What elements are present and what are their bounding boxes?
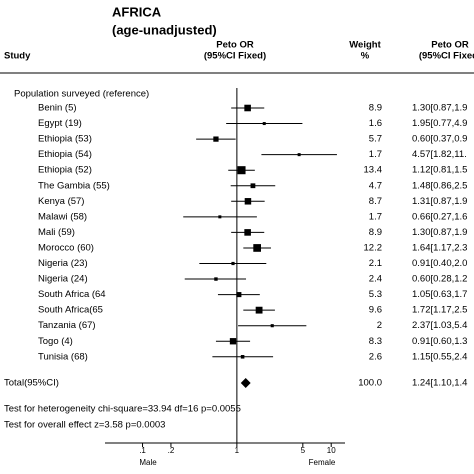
heterogeneity: Test for heterogeneity chi-square=33.94 … <box>4 404 241 415</box>
or-ci-label: 1.72[1.17,2.5 <box>412 305 467 316</box>
x-label-right: Female <box>309 458 336 467</box>
study-name: Kenya (57) <box>38 196 84 207</box>
study-name: The Gambia (55) <box>38 180 110 191</box>
study-name: Togo (4) <box>38 336 73 347</box>
title: AFRICA <box>112 4 162 19</box>
point-estimate <box>250 183 256 189</box>
col-ci: (95%CI Fixed) <box>204 51 266 62</box>
x-tick-label: .1 <box>139 446 146 455</box>
group-label: Population surveyed (reference) <box>14 89 149 100</box>
or-ci-label: 1.30[0.87,1.9 <box>412 103 467 114</box>
subtitle: (age-unadjusted) <box>112 22 217 37</box>
col-weight-unit: % <box>361 51 370 62</box>
point-estimate <box>237 166 246 175</box>
study-name: Tanzania (67) <box>38 320 96 331</box>
point-estimate <box>218 215 222 219</box>
col-ci-right: (95%CI Fixed) <box>419 51 474 62</box>
total-diamond <box>240 378 251 388</box>
or-ci-label: 0.60[0.28,1.2 <box>412 274 467 285</box>
weight: 8.9 <box>369 103 382 114</box>
point-estimate <box>229 338 237 345</box>
or-ci-label: 1.48[0.86,2.5 <box>412 180 467 191</box>
total-name: Total(95%CI) <box>4 378 59 389</box>
or-ci-label: 1.31[0.87,1.9 <box>412 196 467 207</box>
or-ci-label: 1.30[0.87,1.9 <box>412 227 467 238</box>
weight: 13.4 <box>364 165 383 176</box>
point-estimate <box>244 198 252 205</box>
col-weight: Weight <box>349 40 381 51</box>
col-or-right: Peto OR <box>431 40 469 51</box>
x-tick-label: 10 <box>327 446 336 455</box>
point-estimate <box>270 324 274 328</box>
weight: 8.3 <box>369 336 382 347</box>
point-estimate <box>255 306 263 314</box>
x-tick-label: 1 <box>235 446 240 455</box>
weight: 9.6 <box>369 305 382 316</box>
study-name: Benin (5) <box>38 103 77 114</box>
x-label-left: Male <box>139 458 157 467</box>
weight: 1.7 <box>369 149 382 160</box>
point-estimate <box>297 153 301 157</box>
weight: 1.6 <box>369 118 382 129</box>
point-estimate <box>240 355 245 359</box>
point-estimate <box>236 292 242 298</box>
total-weight: 100.0 <box>358 378 382 389</box>
point-estimate <box>231 261 235 266</box>
study-name: South Africa (64 <box>38 289 106 300</box>
or-ci-label: 1.64[1.17,2.3 <box>412 242 467 253</box>
study-name: Malawi (58) <box>38 211 87 222</box>
weight: 1.7 <box>369 211 382 222</box>
or-ci-label: 1.95[0.77,4.9 <box>412 118 467 129</box>
study-name: Nigeria (23) <box>38 258 88 269</box>
total-label: 1.24[1.10,1.4 <box>412 378 467 389</box>
x-tick-label: 5 <box>301 446 306 455</box>
weight: 2 <box>377 320 382 331</box>
or-ci-label: 2.37[1.03,5.4 <box>412 320 467 331</box>
study-name: Morocco (60) <box>38 242 94 253</box>
col-or: Peto OR <box>216 40 254 51</box>
weight: 2.1 <box>369 258 382 269</box>
study-name: Tunisia (68) <box>38 351 88 362</box>
study-name: South Africa(65 <box>38 305 103 316</box>
or-ci-label: 1.15[0.55,2.4 <box>412 351 467 362</box>
weight: 5.3 <box>369 289 382 300</box>
weight: 8.9 <box>369 227 382 238</box>
col-study: Study <box>4 51 31 62</box>
study-name: Mali (59) <box>38 227 75 238</box>
weight: 8.7 <box>369 196 382 207</box>
point-estimate <box>213 136 219 142</box>
point-estimate <box>244 229 251 236</box>
or-ci-label: 0.60[0.37,0.9 <box>412 134 467 145</box>
overall-effect: Test for overall effect z=3.58 p=0.0003 <box>4 420 165 431</box>
weight: 4.7 <box>369 180 382 191</box>
study-name: Ethiopia (52) <box>38 165 92 176</box>
or-ci-label: 1.05[0.63,1.7 <box>412 289 467 300</box>
point-estimate <box>244 104 251 112</box>
study-name: Egypt (19) <box>38 118 82 129</box>
or-ci-label: 0.66[0.27,1.6 <box>412 211 467 222</box>
weight: 2.4 <box>369 274 382 285</box>
weight: 12.2 <box>364 242 383 253</box>
or-ci-label: 0.91[0.40,2.0 <box>412 258 467 269</box>
point-estimate <box>214 277 218 281</box>
study-name: Nigeria (24) <box>38 274 88 285</box>
or-ci-label: 4.57[1.82,11. <box>412 149 467 160</box>
point-estimate <box>253 244 261 252</box>
point-estimate <box>262 122 266 126</box>
or-ci-label: 1.12[0.81,1.5 <box>412 165 467 176</box>
weight: 2.6 <box>369 351 382 362</box>
study-name: Ethiopia (53) <box>38 134 92 145</box>
study-name: Ethiopia (54) <box>38 149 92 160</box>
or-ci-label: 0.91[0.60,1.3 <box>412 336 467 347</box>
x-tick-label: .2 <box>168 446 175 455</box>
weight: 5.7 <box>369 134 382 145</box>
